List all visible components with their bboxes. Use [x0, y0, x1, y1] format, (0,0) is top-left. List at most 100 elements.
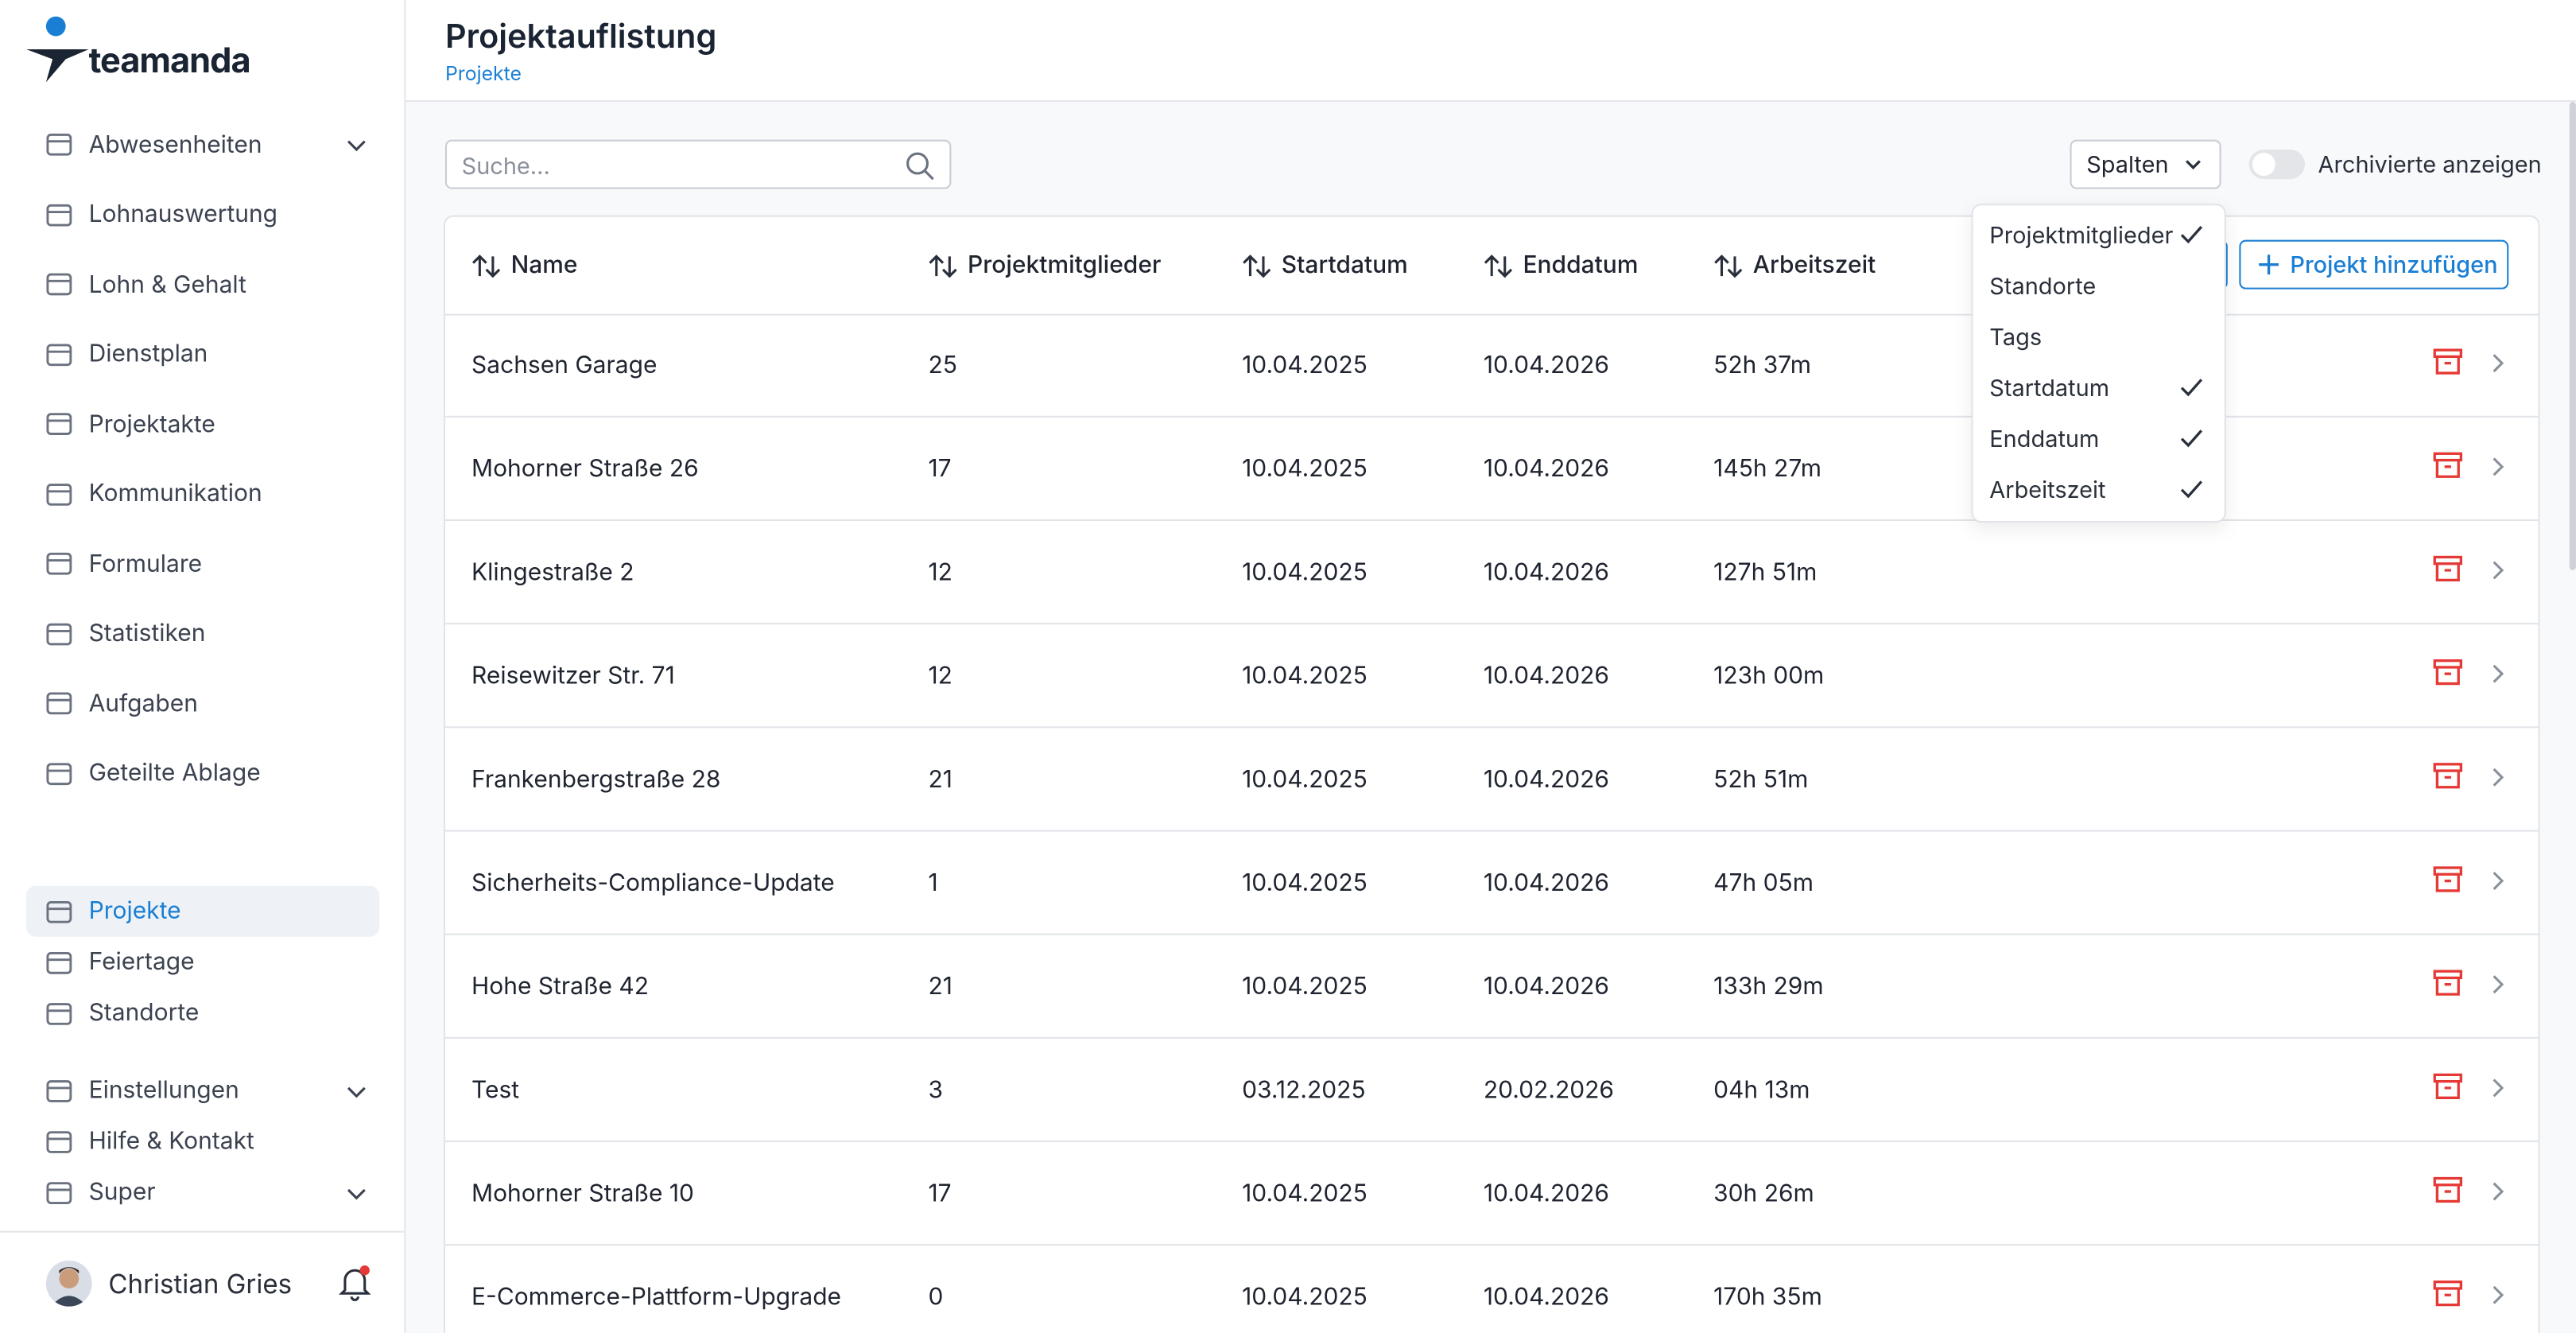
menu-item[interactable]: Startdatum [1973, 363, 2225, 414]
avatar [45, 1260, 92, 1307]
nav-label: Lohn & Gehalt [88, 270, 246, 299]
nav-item[interactable]: Abwesenheiten [26, 110, 379, 180]
sidebar: teamanda Abwesenheiten Lohnauswertung Lohn… [0, 0, 406, 1333]
table-row[interactable]: Klingestraße 2 12 10.04.2025 10.04.2026 127h… [444, 521, 2539, 625]
nav-label: Formulare [88, 550, 203, 578]
breadcrumb[interactable]: Projekte [444, 60, 522, 86]
table-cell: 10.04.2025 [1242, 351, 1368, 379]
table-cell: 123h 00m [1713, 661, 1825, 690]
table-cell: 145h 27m [1713, 454, 1822, 483]
table-cell: 10.04.2026 [1483, 1179, 1609, 1207]
nav-item[interactable]: Projekte [26, 885, 380, 937]
table-row[interactable]: Mohorner Straße 26 17 10.04.2025 10.04.2026… [444, 418, 2539, 522]
user-panel[interactable]: Christian Gries [0, 1230, 405, 1333]
nav-label: Abwesenheiten [88, 130, 262, 159]
table-row[interactable]: Reisewitzer Str. 71 12 10.04.2025 10.04.202… [444, 624, 2539, 729]
nav-label: Dienstplan [88, 340, 208, 369]
menu-item[interactable]: Arbeitszeit [1973, 465, 2225, 516]
nav-item[interactable]: Kommunikation [26, 460, 379, 530]
table-cell: 133h 29m [1713, 972, 1824, 1001]
nav-item[interactable]: Lohn & Gehalt [26, 250, 379, 320]
nav-label: Statistiken [88, 620, 206, 648]
column-header[interactable]: Name [471, 217, 578, 314]
page-header: Projektauflistung Projekte [405, 0, 2576, 103]
column-header[interactable]: Projektmitglieder [928, 217, 1162, 314]
menu-item[interactable]: Standorte [1973, 262, 2225, 313]
table-row[interactable]: Sachsen Garage 25 10.04.2025 10.04.2026 52h … [444, 314, 2539, 418]
table-row[interactable]: Hohe Straße 42 21 10.04.2025 10.04.2026 133h… [444, 935, 2539, 1039]
table-cell: 10.04.2026 [1483, 869, 1609, 897]
nav-item[interactable]: Statistiken [26, 599, 379, 669]
nav-item[interactable]: Super [26, 1167, 379, 1218]
add-project-button[interactable]: Projekt hinzufügen [2239, 239, 2509, 290]
table-cell: Frankenbergstraße 28 [471, 764, 721, 793]
table-cell: 17 [928, 1179, 952, 1207]
table-cell: 20.02.2026 [1483, 1075, 1615, 1104]
table-cell: Sicherheits-Compliance-Update [471, 869, 835, 897]
table-cell: 30h 26m [1713, 1179, 1814, 1207]
nav-label: Geteilte Ablage [88, 760, 261, 788]
table-cell: 10.04.2025 [1242, 869, 1368, 897]
table-row[interactable]: Test 3 03.12.2025 20.02.2026 04h 13m [444, 1039, 2539, 1143]
table-cell: 3 [928, 1075, 943, 1104]
table-cell: 10.04.2026 [1483, 661, 1609, 690]
nav-label: Einstellungen [88, 1076, 239, 1105]
table-cell: 25 [928, 351, 957, 379]
nav-item[interactable]: Aufgaben [26, 669, 379, 739]
notifications[interactable] [339, 1265, 371, 1301]
table-cell: 10.04.2025 [1242, 1179, 1368, 1207]
table-cell: 10.04.2025 [1242, 661, 1368, 690]
nav-item[interactable]: Hilfe & Kontakt [26, 1116, 379, 1167]
nav-item[interactable]: Geteilte Ablage [26, 739, 379, 809]
table-row[interactable]: Sicherheits-Compliance-Update 1 10.04.2025… [444, 832, 2539, 935]
table-cell: 127h 51m [1713, 558, 1818, 586]
nav-item[interactable]: Standorte [26, 988, 379, 1039]
archived-toggle-label: Archivierte anzeigen [2318, 151, 2542, 180]
menu-label: Enddatum [1989, 426, 2100, 454]
column-label: Startdatum [1281, 251, 1408, 280]
menu-item[interactable]: Projektmitglieder [1973, 210, 2225, 261]
table-row[interactable]: Mohorner Straße 10 17 10.04.2025 10.04.2026… [444, 1142, 2539, 1246]
nav-item[interactable]: Projektakte [26, 390, 379, 460]
column-header[interactable]: Startdatum [1242, 217, 1408, 314]
main-nav: Abwesenheiten Lohnauswertung Lohn & Gehalt… [26, 110, 379, 808]
table-cell: Sachsen Garage [471, 351, 658, 379]
menu-item[interactable]: Enddatum [1973, 414, 2225, 465]
table-row[interactable]: Frankenbergstraße 28 21 10.04.2025 10.04.20… [444, 728, 2539, 832]
archived-toggle[interactable] [2248, 150, 2306, 180]
table-cell: Mohorner Straße 26 [471, 454, 699, 483]
column-header[interactable]: Enddatum [1484, 217, 1638, 314]
nav-label: Super [88, 1178, 156, 1207]
columns-button[interactable]: Spalten [2070, 139, 2221, 189]
table-cell: 12 [928, 661, 952, 690]
table-cell: 47h 05m [1713, 869, 1814, 897]
table-cell: E-Commerce-Plattform-Upgrade [471, 1282, 842, 1311]
table-cell: Hohe Straße 42 [471, 972, 649, 1001]
nav-item[interactable]: Dienstplan [26, 320, 379, 390]
search-input[interactable]: Suche... [444, 139, 952, 189]
nav-item[interactable]: Formulare [26, 529, 379, 599]
table-cell: 10.04.2025 [1242, 1282, 1368, 1311]
table-cell: 10.04.2026 [1483, 1282, 1609, 1311]
table-cell: Mohorner Straße 10 [471, 1179, 694, 1207]
table-cell: 52h 37m [1713, 351, 1811, 379]
menu-label: Projektmitglieder [1989, 221, 2174, 251]
page-title: Projektauflistung [444, 16, 717, 56]
column-header[interactable]: Arbeitszeit [1713, 217, 1876, 314]
menu-item[interactable]: Tags [1973, 313, 2225, 363]
nav-item[interactable]: Lohnauswertung [26, 180, 379, 250]
table-cell: Reisewitzer Str. 71 [471, 661, 675, 690]
menu-label: Standorte [1989, 273, 2097, 301]
table-row[interactable]: E-Commerce-Plattform-Upgrade 0 10.04.2025 1… [445, 1246, 2538, 1333]
menu-label: Tags [1989, 324, 2043, 352]
nav-label: Feiertage [88, 948, 195, 977]
column-label: Projektmitglieder [968, 251, 1162, 280]
nav-item[interactable]: Einstellungen [26, 1065, 379, 1116]
table-cell: 03.12.2025 [1242, 1075, 1366, 1104]
nav-item[interactable]: Feiertage [26, 937, 379, 988]
table-cell: 52h 51m [1713, 764, 1809, 793]
column-label: Arbeitszeit [1752, 251, 1876, 280]
